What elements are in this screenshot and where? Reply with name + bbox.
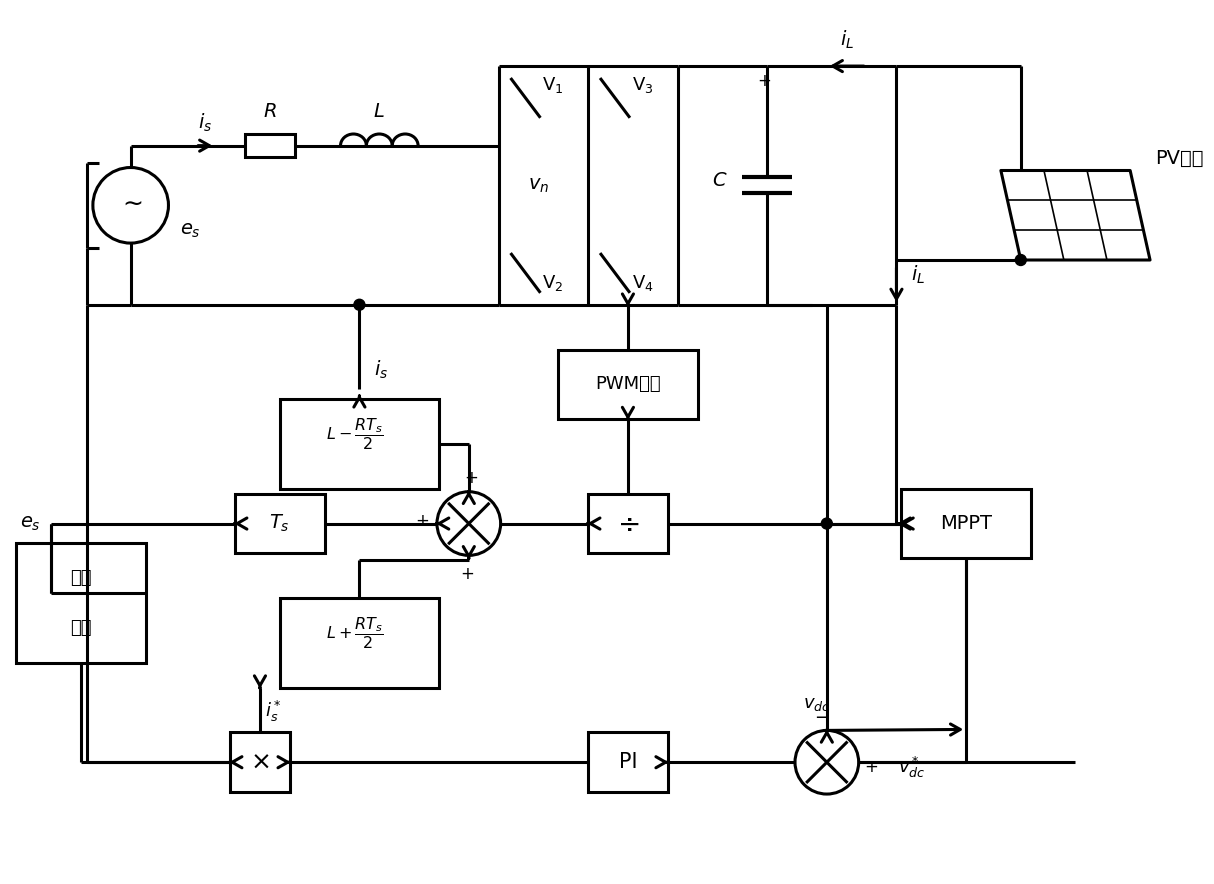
Text: $+$: $+$ [464,469,478,487]
Bar [231,733,290,792]
Text: $+$: $+$ [415,512,429,530]
Text: $v_{dc}$: $v_{dc}$ [804,695,830,713]
Bar [588,733,668,792]
Bar [280,400,439,489]
Text: PWM驱动: PWM驱动 [595,376,660,393]
Bar [588,494,668,553]
Bar [245,134,295,157]
Text: $i_s$: $i_s$ [374,358,388,380]
Circle shape [93,167,169,243]
Text: 同步: 同步 [70,569,92,587]
Text: $\sim$: $\sim$ [118,190,143,214]
Text: $-$: $-$ [815,707,829,726]
Text: $e_s$: $e_s$ [181,221,202,240]
Text: $i_L$: $i_L$ [840,29,853,51]
Text: $\rm V_2$: $\rm V_2$ [543,273,563,293]
Text: $C$: $C$ [711,171,727,190]
Text: $+$: $+$ [758,72,771,90]
Text: $\rm V_1$: $\rm V_1$ [543,75,563,95]
Text: $T_s$: $T_s$ [270,513,290,534]
Text: PI: PI [619,752,637,773]
Circle shape [822,518,833,529]
Text: $\times$: $\times$ [250,751,270,774]
Text: $\rm V_3$: $\rm V_3$ [632,75,653,95]
Text: MPPT: MPPT [940,514,992,533]
Bar [236,494,324,553]
Text: 单元: 单元 [70,619,92,637]
Text: $\rm V_4$: $\rm V_4$ [632,273,653,293]
Text: $L+\dfrac{RT_s}{2}$: $L+\dfrac{RT_s}{2}$ [325,615,384,651]
Circle shape [1015,255,1026,265]
Text: $+$: $+$ [863,758,878,776]
Text: $i_s^*$: $i_s^*$ [265,699,282,725]
Text: $i_L$: $i_L$ [912,263,925,286]
Circle shape [795,730,858,794]
Text: $v_n$: $v_n$ [528,176,549,194]
Bar [558,349,698,419]
Text: $v_{dc}^*$: $v_{dc}^*$ [898,755,926,780]
Text: $e_s$: $e_s$ [21,514,41,533]
Text: $i_s$: $i_s$ [198,111,212,133]
Text: $L-\dfrac{RT_s}{2}$: $L-\dfrac{RT_s}{2}$ [325,416,384,452]
Text: $L$: $L$ [374,102,385,121]
Bar [902,489,1031,559]
Circle shape [354,300,365,310]
Bar [280,598,439,688]
Text: $R$: $R$ [263,102,277,121]
Text: $\div$: $\div$ [617,509,639,537]
Text: PV阵列: PV阵列 [1155,149,1203,167]
Text: $+$: $+$ [460,566,473,583]
Circle shape [437,492,500,555]
Bar [16,544,146,663]
